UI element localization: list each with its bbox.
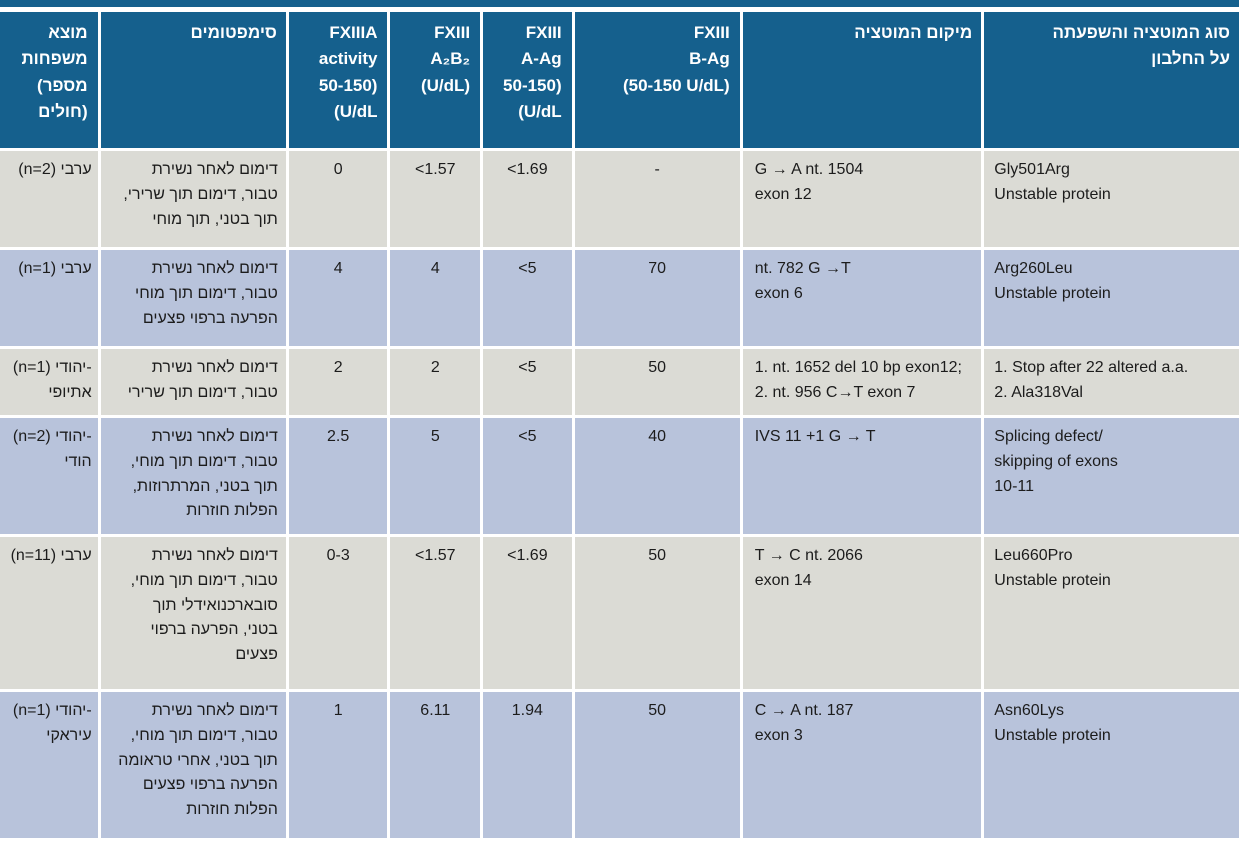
cell-b-ag: 50 <box>574 349 740 415</box>
cell-origin: (n=1) יהודי- אתיופי <box>0 349 98 415</box>
header-fxiii-a-ag: FXIII A-Ag 50-150) (U/dL <box>483 12 572 148</box>
cell-a-ag: <5 <box>483 418 572 534</box>
header-symptoms: סימפטומים <box>100 12 286 148</box>
cell-origin: (n=11) ערבי <box>0 537 98 689</box>
cell-b-ag: 40 <box>574 418 740 534</box>
cell-type: Gly501Arg Unstable protein <box>984 151 1239 247</box>
cell-a2b2: 6.11 <box>390 692 481 838</box>
cell-a-ag: <1.69 <box>483 151 572 247</box>
cell-origin: (n=1) יהודי- עיראקי <box>0 692 98 838</box>
table-top-border <box>0 0 1239 7</box>
cell-type: Arg260Leu Unstable protein <box>984 250 1239 346</box>
cell-a-ag: <1.69 <box>483 537 572 689</box>
cell-a2b2: 4 <box>390 250 481 346</box>
cell-symptoms: דימום לאחר נשירת טבור, דימום תוך שרירי, … <box>100 151 286 247</box>
cell-activity: 0 <box>288 151 388 247</box>
cell-type: Leu660Pro Unstable protein <box>984 537 1239 689</box>
header-fxiii-b-ag: FXIII B-Ag (50-150 U/dL) <box>574 12 740 148</box>
table-row: (n=2) יהודי- הודי דימום לאחר נשירת טבור,… <box>0 418 1239 534</box>
cell-symptoms: דימום לאחר נשירת טבור, דימום תוך מוחי, ת… <box>100 692 286 838</box>
cell-symptoms: דימום לאחר נשירת טבור, דימום תוך מוחי הפ… <box>100 250 286 346</box>
cell-a-ag: <5 <box>483 349 572 415</box>
cell-type: Asn60Lys Unstable protein <box>984 692 1239 838</box>
cell-a2b2: 2 <box>390 349 481 415</box>
cell-type: 1. Stop after 22 altered a.a. 2. Ala318V… <box>984 349 1239 415</box>
cell-a2b2: 5 <box>390 418 481 534</box>
cell-location: nt. 782 G →T exon 6 <box>742 250 982 346</box>
table-row: (n=11) ערבי דימום לאחר נשירת טבור, דימום… <box>0 537 1239 689</box>
header-fxiiia-activity: FXIIIA activity 50-150) (U/dL <box>288 12 388 148</box>
cell-symptoms: דימום לאחר נשירת טבור, דימום תוך מוחי, ס… <box>100 537 286 689</box>
header-family-origin: מוצא משפחות (מספר חולים) <box>0 12 98 148</box>
table-row: (n=1) יהודי- עיראקי דימום לאחר נשירת טבו… <box>0 692 1239 838</box>
cell-origin: (n=2) ערבי <box>0 151 98 247</box>
cell-symptoms: דימום לאחר נשירת טבור, דימום תוך מוחי, ת… <box>100 418 286 534</box>
cell-b-ag: - <box>574 151 740 247</box>
cell-b-ag: 50 <box>574 537 740 689</box>
cell-activity: 0-3 <box>288 537 388 689</box>
cell-origin: (n=1) ערבי <box>0 250 98 346</box>
mutations-table: מוצא משפחות (מספר חולים) סימפטומים FXIII… <box>0 9 1239 841</box>
table-row: (n=1) יהודי- אתיופי דימום לאחר נשירת טבו… <box>0 349 1239 415</box>
cell-b-ag: 50 <box>574 692 740 838</box>
cell-type: Splicing defect/ skipping of exons 10-11 <box>984 418 1239 534</box>
cell-location: 1. nt. 1652 del 10 bp exon12; 2. nt. 956… <box>742 349 982 415</box>
cell-activity: 4 <box>288 250 388 346</box>
cell-b-ag: 70 <box>574 250 740 346</box>
cell-a2b2: <1.57 <box>390 537 481 689</box>
header-mutation-type: סוג המוטציה והשפעתה על החלבון <box>984 12 1239 148</box>
cell-location: T → C nt. 2066 exon 14 <box>742 537 982 689</box>
table-row: (n=2) ערבי דימום לאחר נשירת טבור, דימום … <box>0 151 1239 247</box>
header-row: מוצא משפחות (מספר חולים) סימפטומים FXIII… <box>0 12 1239 148</box>
cell-a-ag: <5 <box>483 250 572 346</box>
cell-origin: (n=2) יהודי- הודי <box>0 418 98 534</box>
header-fxiii-a2b2: FXIII A₂B₂ (U/dL) <box>390 12 481 148</box>
cell-a-ag: 1.94 <box>483 692 572 838</box>
cell-a2b2: <1.57 <box>390 151 481 247</box>
cell-activity: 1 <box>288 692 388 838</box>
header-mutation-location: מיקום המוטציה <box>742 12 982 148</box>
cell-location: IVS 11 +1 G → T <box>742 418 982 534</box>
cell-activity: 2.5 <box>288 418 388 534</box>
table-row: (n=1) ערבי דימום לאחר נשירת טבור, דימום … <box>0 250 1239 346</box>
cell-activity: 2 <box>288 349 388 415</box>
cell-location: G → A nt. 1504 exon 12 <box>742 151 982 247</box>
cell-symptoms: דימום לאחר נשירת טבור, דימום תוך שרירי <box>100 349 286 415</box>
cell-location: C → A nt. 187 exon 3 <box>742 692 982 838</box>
